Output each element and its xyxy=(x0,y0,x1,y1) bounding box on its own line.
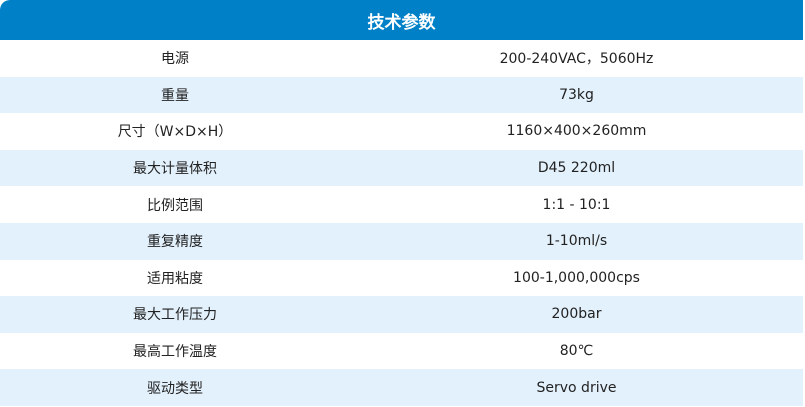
spec-label: 电源 xyxy=(161,51,189,68)
spec-label: 最大计量体积 xyxy=(133,161,217,178)
spec-value: 73kg xyxy=(559,86,594,103)
table-body: 电源 200-240VAC，5060Hz 重量 73kg 尺寸（W×D×H） 1160×4… xyxy=(0,40,803,406)
spec-label: 尺寸（W×D×H） xyxy=(117,124,233,141)
spec-label: 最高工作温度 xyxy=(133,344,217,361)
table-row: 最大计量体积 D45 220ml xyxy=(0,149,803,187)
table-row: 适用粘度 100-1,000,000cps xyxy=(0,259,803,297)
table-row: 电源 200-240VAC，5060Hz xyxy=(0,40,803,77)
spec-value: 100-1,000,000cps xyxy=(513,269,640,286)
spec-label: 驱动类型 xyxy=(147,380,203,397)
spec-value: 1:1 - 10:1 xyxy=(542,196,611,213)
spec-label: 比例范围 xyxy=(147,197,203,214)
spec-label: 最大工作压力 xyxy=(133,307,217,324)
spec-label: 重量 xyxy=(161,87,189,104)
spec-value: 80℃ xyxy=(559,343,594,360)
table-row: 最大工作压力 200bar xyxy=(0,296,803,333)
table-row: 比例范围 1:1 - 10:1 xyxy=(0,186,803,223)
spec-value: D45 220ml xyxy=(537,160,616,177)
spec-label: 重复精度 xyxy=(147,234,203,251)
spec-value: 1160×400×260mm xyxy=(506,123,647,140)
table-row: 最高工作温度 80℃ xyxy=(0,332,803,370)
spec-value: Servo drive xyxy=(536,379,617,396)
spec-value: 200bar xyxy=(551,306,602,323)
table-title: 技术参数 xyxy=(0,0,803,40)
spec-label: 适用粘度 xyxy=(147,270,203,287)
table-row: 重量 73kg xyxy=(0,76,803,114)
table-row: 重复精度 1-10ml/s xyxy=(0,222,803,260)
table-row: 驱动类型 Servo drive xyxy=(0,369,803,406)
spec-value: 1-10ml/s xyxy=(545,233,608,250)
spec-value: 200-240VAC，5060Hz xyxy=(499,51,654,68)
table-row: 尺寸（W×D×H） 1160×400×260mm xyxy=(0,113,803,150)
